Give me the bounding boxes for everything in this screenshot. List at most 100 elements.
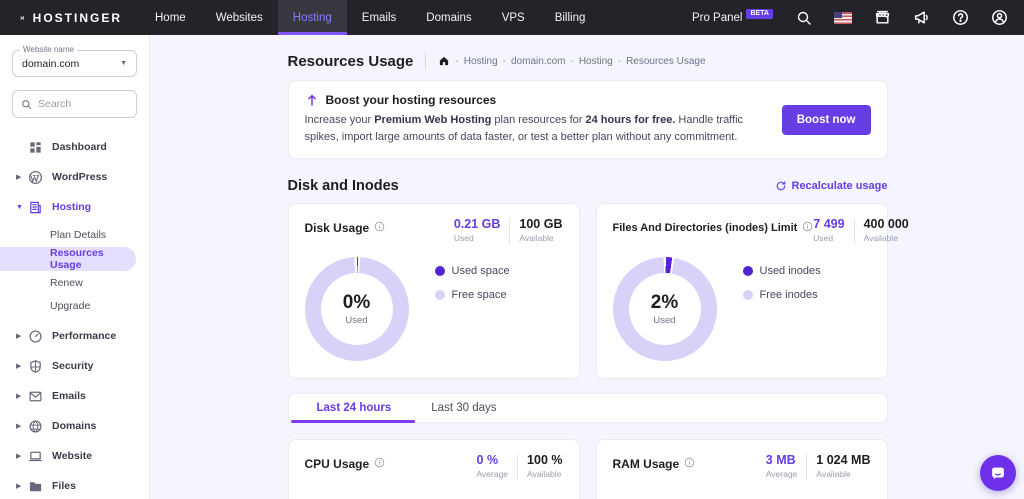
sidebar-item-label: Domains: [52, 420, 97, 432]
donut-legend: Used inodes Free inodes: [742, 265, 821, 301]
search-icon[interactable]: [795, 9, 812, 26]
sidebar-item-upgrade[interactable]: Upgrade: [50, 300, 91, 312]
legend-dot-used: [434, 266, 445, 277]
divider: [853, 218, 855, 245]
chat-launcher-button[interactable]: [980, 455, 1016, 491]
pro-panel-link[interactable]: Pro Panel BETA: [691, 8, 773, 24]
website-select-label: Website name: [20, 45, 77, 54]
average-value-block: 3 MB Average: [766, 453, 798, 479]
home-icon[interactable]: [438, 55, 450, 67]
legend-dot-free: [742, 290, 753, 301]
sidebar-item-label: WordPress: [52, 171, 108, 183]
divider: [517, 454, 519, 481]
nav-item-hosting[interactable]: Hosting: [277, 0, 347, 35]
chevron-right-icon: ▶: [16, 393, 22, 400]
sidebar-item-renew[interactable]: Renew: [50, 277, 83, 289]
sidebar-search[interactable]: [12, 90, 137, 118]
breadcrumb-item[interactable]: Hosting: [578, 55, 613, 67]
card-title: RAM Usage: [612, 457, 680, 472]
legend-dot-used: [742, 266, 753, 277]
used-value: 0.21 GB: [453, 217, 501, 232]
tab-last-24-hours[interactable]: Last 24 hours: [290, 394, 416, 424]
envelope-icon: [28, 389, 43, 404]
account-icon[interactable]: [991, 9, 1008, 26]
info-icon[interactable]: [374, 455, 385, 473]
chevron-right-icon: ▶: [16, 453, 22, 460]
page-title: Resources Usage: [287, 52, 414, 70]
breadcrumb: - Hosting - domain.com - Hosting - Resou…: [438, 55, 706, 67]
inodes-limit-card: Files And Directories (inodes) Limit 7 4…: [595, 203, 909, 380]
sidebar-item-label: Hosting: [52, 201, 92, 213]
nav-item-websites[interactable]: Websites: [215, 11, 263, 24]
chevron-right-icon: ▶: [16, 423, 22, 430]
breadcrumb-separator: -: [617, 55, 622, 67]
sidebar-item-label: Files: [52, 480, 76, 492]
search-input[interactable]: [38, 98, 128, 110]
chevron-down-icon: ▼: [16, 203, 23, 211]
shield-icon: [28, 359, 43, 374]
navbar-right-cluster: Pro Panel BETA: [692, 0, 1024, 35]
chevron-down-icon: ▼: [120, 60, 127, 67]
divider: [806, 454, 808, 481]
website-select[interactable]: Website name domain.com ▼: [12, 45, 137, 77]
beta-badge: BETA: [746, 8, 773, 19]
breadcrumb-item[interactable]: Hosting: [463, 55, 498, 67]
language-flag-icon[interactable]: [834, 11, 852, 24]
used-label: Used: [813, 233, 834, 244]
recalculate-usage-link[interactable]: Recalculate usage: [775, 180, 888, 192]
nav-item-vps[interactable]: VPS: [501, 11, 525, 24]
hosting-submenu: Plan Details Resources Usage Renew Upgra…: [0, 224, 149, 317]
available-label: Available: [519, 233, 554, 244]
breadcrumb-item[interactable]: domain.com: [511, 55, 566, 67]
donut-percent-label: Used: [345, 315, 368, 327]
sidebar: Website name domain.com ▼ Dashboard ▶ Wo…: [0, 35, 150, 499]
sidebar-item-files[interactable]: ▶ Files: [0, 471, 149, 499]
announcements-icon[interactable]: [913, 9, 930, 26]
available-value: 100 %: [527, 453, 563, 468]
disk-usage-donut-chart: 0% Used: [304, 257, 409, 362]
tab-last-30-days[interactable]: Last 30 days: [431, 402, 497, 415]
used-value-block: 0.21 GB Used: [454, 217, 501, 243]
nav-item-domains[interactable]: Domains: [426, 11, 472, 24]
sidebar-item-security[interactable]: ▶ Security: [0, 351, 149, 381]
store-icon[interactable]: [874, 9, 891, 26]
sidebar-item-emails[interactable]: ▶ Emails: [0, 381, 149, 411]
hostinger-logo[interactable]: HOSTINGER: [0, 0, 122, 35]
info-icon[interactable]: [802, 219, 813, 237]
donut-legend: Used space Free space: [434, 265, 510, 301]
sidebar-item-dashboard[interactable]: Dashboard: [0, 132, 149, 162]
donut-percent-label: Used: [653, 315, 676, 327]
nav-item-home[interactable]: Home: [155, 11, 186, 24]
sidebar-item-domains[interactable]: ▶ Domains: [0, 411, 149, 441]
usage-charts-row: CPU Usage 0 % Average 100 % A: [287, 439, 888, 499]
pro-panel-label: Pro Panel: [691, 11, 743, 24]
info-icon[interactable]: [374, 219, 385, 237]
arrow-up-icon: [307, 94, 316, 106]
wordpress-icon: [28, 170, 43, 185]
chevron-right-icon: ▶: [16, 483, 22, 490]
legend-item: Free inodes: [742, 289, 821, 301]
sidebar-item-website[interactable]: ▶ Website: [0, 441, 149, 471]
main-content: Resources Usage - Hosting - domain.com -…: [151, 35, 1024, 499]
hosting-icon: [28, 200, 43, 215]
sidebar-item-label: Website: [52, 450, 93, 462]
sidebar-item-hosting[interactable]: ▼ Hosting: [0, 192, 149, 222]
nav-item-emails[interactable]: Emails: [361, 11, 397, 24]
info-icon[interactable]: [684, 455, 695, 473]
help-icon[interactable]: [952, 9, 969, 26]
divider: [509, 218, 511, 245]
sidebar-item-wordpress[interactable]: ▶ WordPress: [0, 162, 149, 192]
average-value: 3 MB: [765, 453, 796, 468]
available-value-block: 400 000 Available: [864, 217, 909, 243]
average-label: Average: [765, 469, 798, 480]
sidebar-item-resources-usage[interactable]: Resources Usage: [0, 247, 136, 271]
breadcrumb-separator: -: [502, 55, 506, 67]
nav-item-billing[interactable]: Billing: [554, 11, 586, 24]
boost-now-button[interactable]: Boost now: [781, 104, 871, 135]
average-value-block: 0 % Average: [477, 453, 509, 479]
sidebar-item-performance[interactable]: ▶ Performance: [0, 321, 149, 351]
dashboard-icon: [28, 140, 43, 155]
sidebar-item-plan-details[interactable]: Plan Details: [50, 229, 107, 241]
disk-inodes-cards: Disk Usage 0.21 GB Used 100 GB: [287, 203, 909, 380]
disk-usage-card: Disk Usage 0.21 GB Used 100 GB: [287, 203, 580, 380]
